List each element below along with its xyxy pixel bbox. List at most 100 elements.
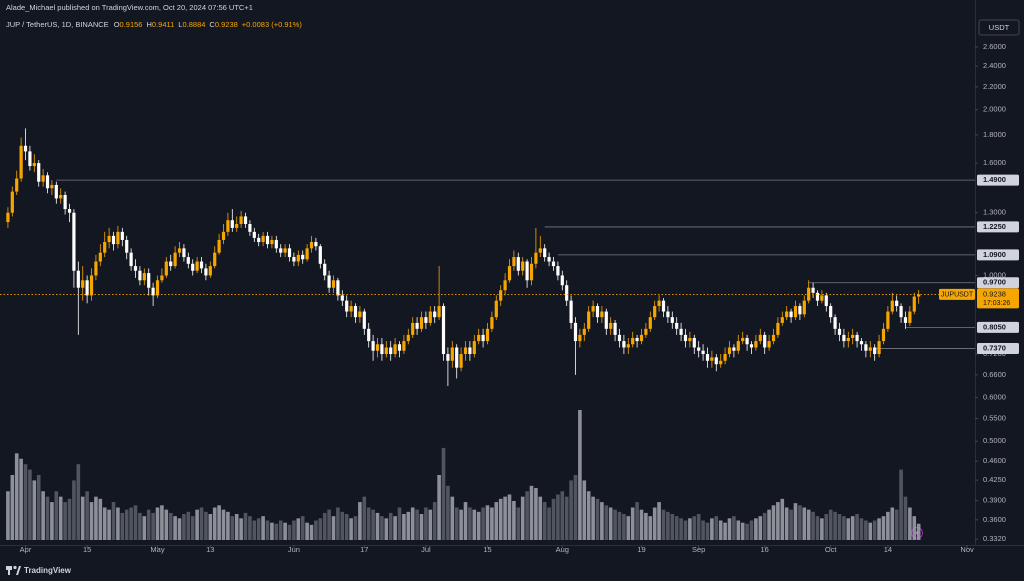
ohlc-key: L bbox=[178, 20, 182, 29]
candle-body bbox=[758, 334, 762, 342]
volume-bar bbox=[516, 507, 521, 540]
volume-bar bbox=[595, 498, 600, 540]
volume-bar bbox=[410, 507, 415, 540]
candle-body bbox=[503, 280, 507, 291]
x-tick-label: Aug bbox=[556, 545, 569, 554]
candle-body bbox=[28, 151, 32, 167]
volume-bar bbox=[102, 507, 107, 540]
candle-body bbox=[886, 311, 890, 329]
candle-body bbox=[177, 248, 182, 253]
volume-bar bbox=[454, 507, 459, 540]
volume-bar bbox=[296, 518, 301, 540]
volume-bar bbox=[472, 509, 477, 540]
volume-bar bbox=[714, 516, 719, 540]
candle-body bbox=[204, 268, 208, 276]
volume-bar bbox=[820, 518, 824, 540]
volume-bar bbox=[371, 509, 375, 540]
volume-bar bbox=[666, 511, 670, 540]
y-tick-label: 0.6600 bbox=[983, 370, 1006, 379]
candle-body bbox=[340, 295, 344, 301]
volume-bar bbox=[538, 496, 543, 540]
volume-bar bbox=[402, 514, 406, 540]
candle-body bbox=[345, 300, 349, 312]
volume-bar bbox=[604, 505, 609, 540]
candle-body bbox=[820, 295, 824, 301]
volume-bar bbox=[872, 520, 877, 540]
candle-body bbox=[710, 357, 714, 361]
candle-body bbox=[859, 341, 864, 345]
author-line: Alade_Michael published on TradingView.c… bbox=[6, 3, 253, 12]
candle-body bbox=[89, 275, 94, 296]
volume-bar bbox=[76, 464, 81, 540]
volume-bar bbox=[6, 491, 10, 540]
volume-bar bbox=[278, 520, 283, 540]
candle-body bbox=[428, 311, 432, 323]
volume-bar bbox=[692, 516, 697, 540]
candle-body bbox=[296, 254, 300, 262]
candle-body bbox=[283, 248, 287, 253]
candle-body bbox=[415, 322, 419, 329]
candle-body bbox=[903, 317, 908, 323]
candle-body bbox=[556, 266, 560, 276]
candle-body bbox=[745, 337, 749, 345]
volume-bar bbox=[771, 505, 776, 540]
candle-body bbox=[868, 347, 872, 351]
volume-bar bbox=[155, 507, 160, 540]
y-tick-label: 0.3320 bbox=[983, 534, 1006, 543]
volume-bar bbox=[85, 491, 89, 540]
candle-body bbox=[389, 347, 393, 355]
candle-body bbox=[41, 175, 45, 182]
volume-bar bbox=[314, 520, 318, 540]
volume-bar bbox=[116, 507, 120, 540]
x-tick-label: May bbox=[150, 545, 164, 554]
volume-bar bbox=[138, 512, 142, 540]
volume-bar bbox=[173, 516, 177, 540]
volume-bar bbox=[459, 509, 463, 540]
candle-body bbox=[367, 328, 371, 342]
candle-body bbox=[521, 261, 525, 271]
volume-bar bbox=[556, 494, 560, 540]
volume-bar bbox=[419, 514, 424, 540]
volume-bar bbox=[212, 507, 217, 540]
level-label: 1.4900 bbox=[983, 175, 1006, 184]
candle-body bbox=[314, 242, 318, 247]
candle-body bbox=[785, 311, 789, 318]
volume-bar bbox=[859, 518, 864, 540]
candle-body bbox=[437, 306, 441, 318]
volume-bar bbox=[94, 496, 98, 540]
candle-body bbox=[622, 341, 626, 348]
candle-body bbox=[802, 300, 806, 315]
x-tick-label: 17 bbox=[360, 545, 368, 554]
ticker-box bbox=[939, 288, 975, 300]
candle-body bbox=[63, 194, 67, 210]
candle-body bbox=[441, 306, 446, 355]
candle-body bbox=[749, 344, 754, 348]
volume-bar bbox=[622, 514, 626, 540]
candle-body bbox=[776, 322, 780, 335]
volume-bar bbox=[146, 509, 151, 540]
volume-bar bbox=[476, 511, 481, 540]
candle-body bbox=[516, 257, 520, 271]
volume-bar bbox=[529, 485, 534, 540]
volume-bar bbox=[362, 496, 367, 540]
candle-body bbox=[829, 306, 833, 318]
candle-body bbox=[155, 280, 160, 296]
volume-bar bbox=[190, 516, 195, 540]
candle-body bbox=[147, 273, 151, 288]
volume-bar bbox=[124, 509, 129, 540]
level-label: 1.2250 bbox=[983, 222, 1006, 231]
candle-body bbox=[873, 347, 877, 355]
volume-bar bbox=[490, 507, 494, 540]
volume-bar bbox=[688, 518, 692, 540]
volume-bar bbox=[745, 523, 749, 540]
volume-bar bbox=[142, 516, 147, 540]
candle-body bbox=[565, 285, 569, 301]
x-tick-label: 15 bbox=[83, 545, 91, 554]
currency-box[interactable] bbox=[978, 19, 1020, 36]
volume-bar bbox=[833, 511, 837, 540]
candle-body bbox=[917, 294, 921, 297]
volume-bar bbox=[762, 512, 767, 540]
candle-body bbox=[851, 334, 855, 338]
candle-body bbox=[648, 317, 652, 329]
volume-bar bbox=[437, 475, 441, 540]
